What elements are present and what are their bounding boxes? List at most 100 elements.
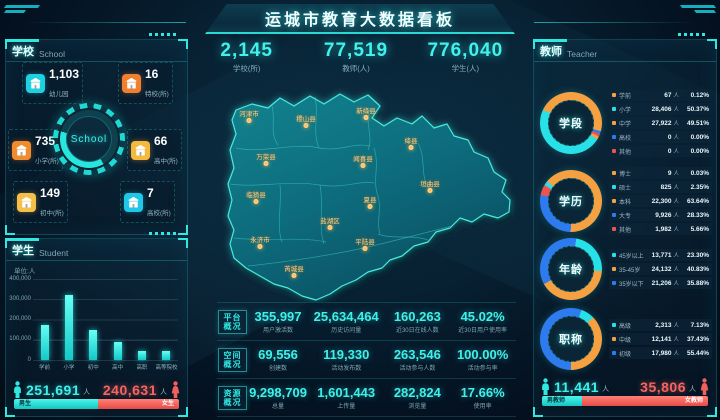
legend-item[interactable]: 硕士 825 人 2.35%	[609, 181, 712, 193]
bar-column[interactable]: 高中	[106, 279, 129, 371]
corner-bracket	[178, 407, 188, 417]
overview-row: 资源 概况 9,298,709 总量 1,601,443 上传量 282,824 …	[217, 379, 516, 417]
bar-column[interactable]: 学前	[33, 279, 56, 371]
county-marker-dot[interactable]	[362, 246, 368, 251]
overview-metric-value: 1,601,443	[317, 385, 376, 400]
county-label[interactable]: 万荣县	[256, 154, 276, 161]
map-labels-layer: 河津市 稷山县 新绛县 绛县 垣曲县 万荣县 闻喜县 临猗县 夏县 盐湖区 永济…	[222, 88, 517, 302]
corner-ornament-right	[669, 3, 717, 15]
school-stat-chip[interactable]: 1,103 幼儿园	[22, 62, 84, 104]
x-axis-label: 学前	[38, 365, 50, 371]
city-map: 河津市 稷山县 新绛县 绛县 垣曲县 万荣县 闻喜县 临猗县 夏县 盐湖区 永济…	[222, 88, 517, 302]
student-gender-values: 251,691 人 240,631 人	[12, 381, 181, 399]
bar-column[interactable]: 小学	[57, 279, 80, 371]
rank-donut-chart[interactable]: 职称	[540, 308, 602, 370]
school-stat-value: 1,103	[49, 67, 80, 81]
county-marker-dot[interactable]	[257, 244, 263, 249]
county-label[interactable]: 河津市	[239, 111, 259, 118]
school-stat-chip[interactable]: 7 高校(所)	[120, 181, 175, 223]
county-label[interactable]: 垣曲县	[420, 181, 440, 188]
county-label[interactable]: 盐湖区	[320, 218, 340, 225]
legend-color-dot	[612, 337, 616, 341]
legend-color-dot	[612, 281, 616, 285]
legend-item[interactable]: 高级 2,313 人 7.13%	[609, 319, 712, 331]
county-label[interactable]: 稷山县	[296, 116, 316, 123]
county-label[interactable]: 平陆县	[355, 239, 375, 246]
title-line-left	[26, 22, 186, 23]
overview-metric-label: 总量	[272, 404, 285, 410]
x-axis-label: 高中	[112, 365, 124, 371]
male-teacher-unit: 人	[602, 386, 610, 393]
bar-column[interactable]: 高职	[131, 279, 154, 371]
bar-column[interactable]: 初中	[82, 279, 105, 371]
legend-item[interactable]: 35-45岁 24,132 人 40.83%	[609, 263, 712, 275]
county-label[interactable]: 新绛县	[356, 108, 376, 115]
legend-percent: 0.03%	[690, 169, 709, 177]
rank-legend: 高级 2,313 人 7.13% 中级 12,141 人 37.43% 初级 17,…	[609, 318, 712, 360]
legend-value: 17,980 人	[651, 350, 679, 357]
county-label[interactable]: 绛县	[404, 138, 418, 145]
county-marker-dot[interactable]	[360, 163, 366, 168]
county-marker-dot[interactable]	[367, 204, 373, 209]
female-teacher-segment: 女教师	[582, 396, 708, 406]
county-marker-dot[interactable]	[427, 188, 433, 193]
overview-metrics: 平台 概况 355,997 用户激活数 25,634,464 历史访问量 160,…	[217, 302, 516, 417]
county-marker-dot[interactable]	[253, 199, 259, 204]
age-donut-chart[interactable]: 年龄	[540, 238, 602, 300]
male-student-segment: 男生	[14, 399, 99, 409]
stage-donut-chart[interactable]: 学段	[540, 92, 602, 154]
legend-value: 27,922 人	[651, 120, 679, 127]
legend-item[interactable]: 本科 22,300 人 63.64%	[609, 195, 712, 207]
county-label[interactable]: 闻喜县	[353, 156, 373, 163]
legend-item[interactable]: 35岁以下 21,206 人 35.88%	[609, 277, 712, 289]
bar-column[interactable]: 高等院校	[155, 279, 178, 371]
legend-item[interactable]: 学前 67 人 0.12%	[609, 89, 712, 101]
legend-value: 24,132 人	[651, 266, 679, 273]
legend-percent: 50.37%	[686, 105, 709, 113]
legend-color-dot	[612, 185, 616, 189]
x-axis-label: 高职	[136, 365, 148, 371]
corner-bracket	[5, 407, 15, 417]
county-marker-dot[interactable]	[246, 118, 252, 123]
county-label[interactable]: 芮城县	[284, 266, 304, 273]
legend-value: 22,300 人	[651, 198, 679, 205]
school-stat-chip[interactable]: 149 初中(所)	[13, 181, 68, 223]
dots-ornament	[149, 33, 177, 36]
student-bar-chart[interactable]: 学前 小学 初中 高中 高职 高等院校	[33, 279, 178, 371]
legend-name: 35-45岁	[619, 267, 641, 274]
overview-metric-value: 25,634,464	[313, 309, 379, 324]
y-axis-tick: 300,000	[9, 295, 31, 302]
legend-item[interactable]: 中级 12,141 人 37.43%	[609, 333, 712, 345]
summary-teachers-value: 77,519	[323, 40, 389, 61]
county-marker-dot[interactable]	[408, 145, 414, 150]
legend-percent: 7.13%	[690, 321, 709, 329]
county-label[interactable]: 永济市	[250, 237, 270, 244]
county-label[interactable]: 夏县	[363, 197, 377, 204]
teacher-panel-subtitle: Teacher	[567, 49, 598, 59]
school-stat-chip[interactable]: 16 特校(所)	[118, 62, 173, 104]
legend-item[interactable]: 小学 28,406 人 50.37%	[609, 103, 712, 115]
corner-ornament-left	[3, 3, 51, 15]
county-marker-dot[interactable]	[303, 123, 309, 128]
school-stat-value: 735	[35, 134, 56, 148]
overview-metric: 119,330 活动发布数	[307, 347, 385, 372]
legend-item[interactable]: 其他 1,982 人 5.66%	[609, 223, 712, 235]
legend-item[interactable]: 大专 9,926 人 28.33%	[609, 209, 712, 221]
legend-item[interactable]: 初级 17,980 人 55.44%	[609, 347, 712, 359]
county-label[interactable]: 临猗县	[246, 192, 266, 199]
county-marker-dot[interactable]	[363, 115, 369, 120]
degree-donut-chart[interactable]: 学历	[540, 170, 602, 232]
school-stat-chip[interactable]: 66 高中(所)	[127, 129, 182, 171]
summary-students: 776,040 学生(人)	[411, 40, 520, 74]
county-marker-dot[interactable]	[327, 225, 333, 230]
legend-item[interactable]: 中学 27,922 人 49.51%	[609, 117, 712, 129]
school-building-icon	[17, 192, 36, 212]
county-marker-dot[interactable]	[291, 273, 297, 278]
student-panel-title: 学生	[12, 245, 34, 257]
county-marker-dot[interactable]	[263, 161, 269, 166]
legend-item[interactable]: 45岁以上 13,771 人 23.30%	[609, 249, 712, 261]
